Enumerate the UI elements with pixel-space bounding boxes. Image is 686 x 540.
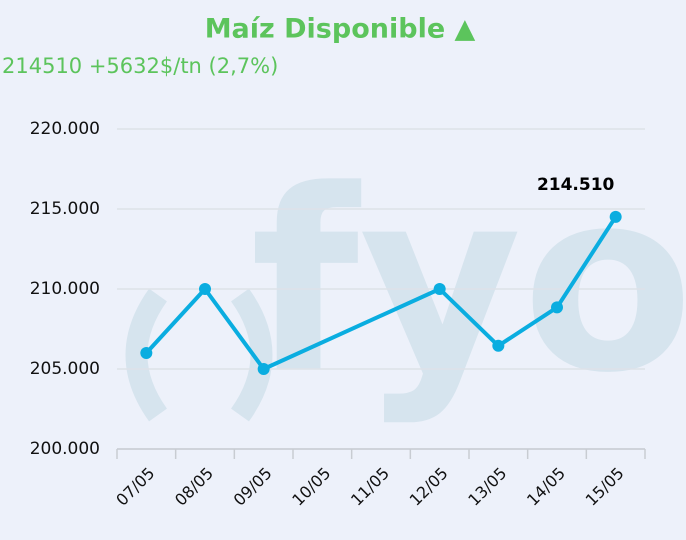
- chart-subtitle: 214510 +5632$/tn (2,7%): [2, 54, 278, 78]
- point: [140, 347, 153, 359]
- y-tick-label: 220.000: [30, 119, 100, 139]
- point: [492, 339, 505, 352]
- line-connector: [262, 287, 441, 371]
- chart-title: Maíz Disponible ▲: [205, 14, 476, 45]
- point: [551, 301, 563, 314]
- point: [199, 283, 211, 295]
- line-series: [438, 215, 618, 348]
- data-label: 214.510: [537, 175, 615, 195]
- y-tick-label: 205.000: [30, 359, 100, 379]
- point: [433, 283, 446, 295]
- watermark-paren: [230, 288, 273, 422]
- y-tick-label: 215.000: [30, 199, 100, 219]
- y-tick-label: 200.000: [30, 439, 100, 459]
- watermark-paren: [125, 288, 168, 422]
- point: [257, 363, 270, 375]
- watermark: fyo: [250, 136, 686, 427]
- point: [609, 210, 622, 223]
- y-tick-label: 210.000: [30, 279, 100, 299]
